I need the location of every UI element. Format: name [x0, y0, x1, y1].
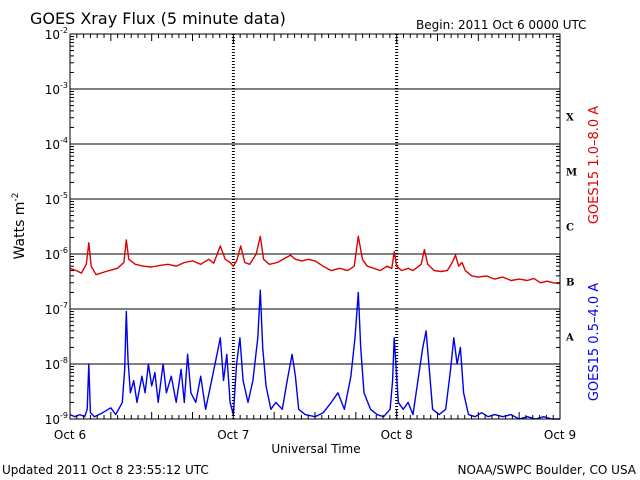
- legend-goes15-long: GOES15 1.0–8.0 A: [587, 106, 602, 224]
- y-tick-exponent: -7: [60, 301, 68, 310]
- x-tick-label: Oct 7: [217, 428, 249, 442]
- y-tick-base: 10: [45, 28, 60, 42]
- y-tick-base: 10: [45, 413, 60, 427]
- y-tick-label: 10-3: [45, 81, 68, 97]
- y-tick-label: 10-6: [45, 246, 68, 262]
- y-tick-base: 10: [45, 138, 60, 152]
- y-tick-label: 10-5: [45, 191, 68, 207]
- y-tick-exponent: -4: [60, 136, 68, 145]
- y-tick-label: 10-7: [45, 301, 68, 317]
- flare-class-x: X: [566, 113, 574, 124]
- flare-class-m: M: [566, 168, 577, 179]
- data-series: [69, 235, 561, 420]
- y-tick-base: 10: [45, 193, 60, 207]
- y-tick-base: 10: [45, 83, 60, 97]
- y-tick-label: 10-8: [45, 356, 68, 372]
- y-tick-base: 10: [45, 303, 60, 317]
- series-short-wavelength: [69, 289, 560, 420]
- y-tick-base: 10: [45, 358, 60, 372]
- y-tick-label: 10-9: [45, 411, 68, 427]
- begin-time: Begin: 2011 Oct 6 0000 UTC: [416, 18, 587, 32]
- x-tick-label: Oct 8: [381, 428, 413, 442]
- flare-class-a: A: [565, 333, 574, 344]
- y-tick-label: 10-2: [45, 26, 68, 42]
- plot-grid: [70, 88, 560, 365]
- updated-time: Updated 2011 Oct 8 23:55:12 UTC: [2, 463, 209, 477]
- y-tick-exponent: -9: [60, 411, 68, 420]
- series-long-wavelength: [69, 235, 561, 285]
- x-tick-label: Oct 9: [544, 428, 576, 442]
- flare-class-c: C: [566, 223, 574, 234]
- flare-class-b: B: [566, 278, 574, 289]
- y-axis-ticks: 10-910-810-710-610-510-410-310-2: [45, 26, 560, 427]
- y-tick-exponent: -6: [60, 246, 68, 255]
- y-tick-label: 10-4: [45, 136, 68, 152]
- y-tick-exponent: -3: [60, 81, 68, 90]
- credit-line: NOAA/SWPC Boulder, CO USA: [458, 463, 637, 477]
- plot-frame: [69, 33, 561, 420]
- x-axis-ticks: Oct 6 Oct 7 Oct 8 Oct 9: [54, 34, 576, 442]
- x-axis-label: Universal Time: [271, 442, 360, 456]
- y-tick-exponent: -5: [60, 191, 68, 200]
- day-divider-lines: [231, 34, 399, 419]
- y-tick-base: 10: [45, 248, 60, 262]
- legend-goes15-short: GOES15 0.5–4.0 A: [587, 283, 602, 401]
- x-tick-label: Oct 6: [54, 428, 86, 442]
- y-axis-label: Watts m-2: [11, 193, 28, 260]
- y-tick-exponent: -2: [60, 26, 68, 35]
- y-tick-exponent: -8: [60, 356, 68, 365]
- chart-title: GOES Xray Flux (5 minute data): [30, 9, 286, 28]
- flare-class-labels: A B C M X: [565, 113, 577, 344]
